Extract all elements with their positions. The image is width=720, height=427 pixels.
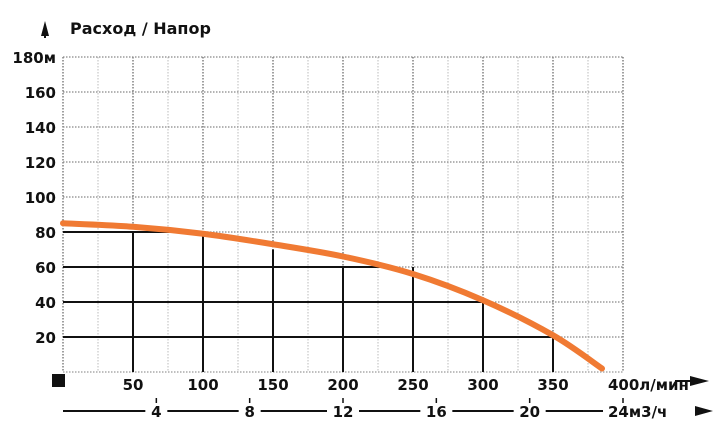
y-tick-label: 20 — [35, 329, 56, 347]
x-tick-label: 200 — [327, 376, 358, 394]
y-tick-label: 120 — [25, 154, 56, 172]
y-tick-label: 140 — [25, 119, 56, 137]
x-tick-label: 250 — [397, 376, 428, 394]
chart-title: Расход / Напор — [70, 19, 211, 38]
y-tick-label: 60 — [35, 259, 56, 277]
x-tick-label: 400л/мин — [608, 376, 689, 394]
y-tick-label: 80 — [35, 224, 56, 242]
x-tick-label: 150 — [257, 376, 288, 394]
secondary-x-axis: 4 8 12 16 20 24м3/ч — [63, 398, 713, 421]
x-tick-label: 50 — [123, 376, 144, 394]
y-axis-labels: 20 40 60 80 100 120 140 160 180м — [12, 49, 56, 347]
x2-tick-label: 12 — [333, 403, 354, 421]
y-tick-label: 40 — [35, 294, 56, 312]
y-axis-arrow-icon — [41, 21, 49, 36]
x-tick-label: 300 — [467, 376, 498, 394]
x2-tick-label: 8 — [244, 403, 254, 421]
x2-tick-label: 4 — [151, 403, 161, 421]
x2-tick-label: 24м3/ч — [608, 403, 667, 421]
x2-tick-label: 20 — [519, 403, 540, 421]
axes — [41, 21, 65, 387]
y-tick-label: 100 — [25, 189, 56, 207]
origin-square-icon — [52, 374, 65, 387]
x-tick-label: 100 — [187, 376, 218, 394]
x-axis-arrow-icon — [690, 376, 709, 386]
reference-lines — [63, 231, 554, 372]
y-tick-label: 160 — [25, 84, 56, 102]
x2-axis-arrow-icon — [695, 406, 713, 416]
x-axis-labels: 50 100 150 200 250 300 350 400л/мин — [123, 376, 709, 394]
x2-tick-label: 16 — [426, 403, 447, 421]
head-curve — [60, 220, 605, 372]
y-tick-label: 180м — [12, 49, 56, 67]
x-tick-label: 350 — [537, 376, 568, 394]
